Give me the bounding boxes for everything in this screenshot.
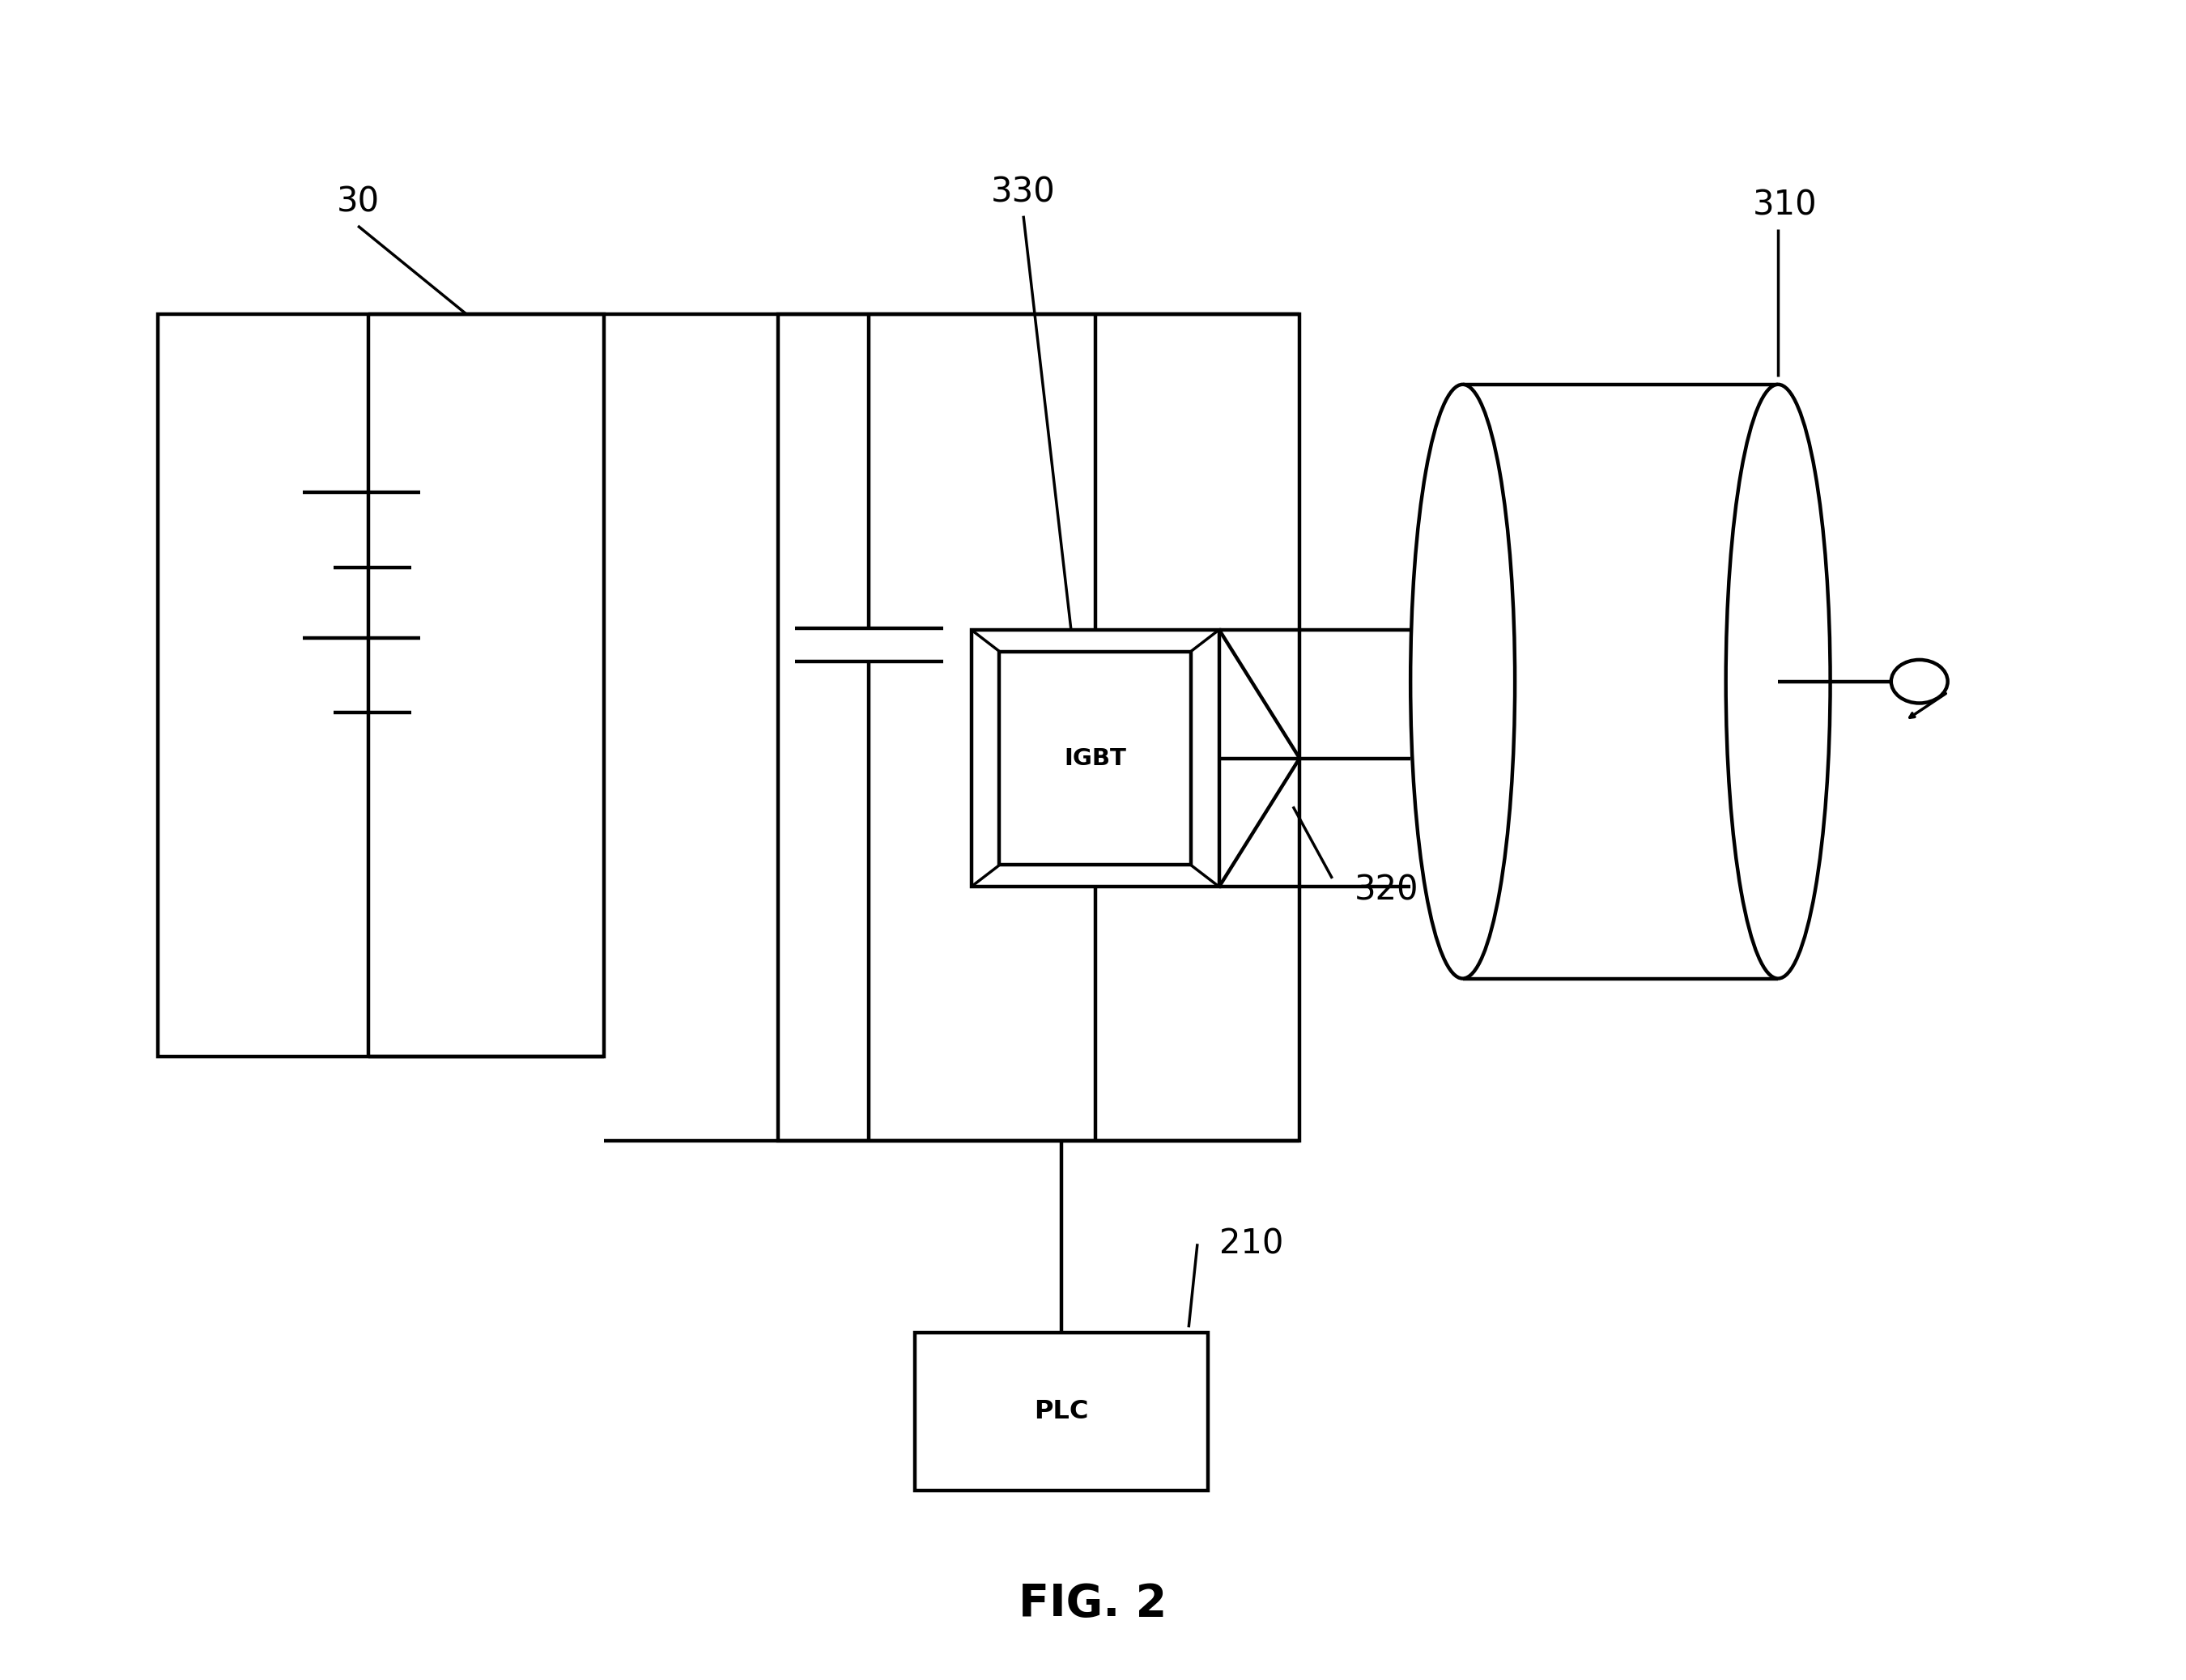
Text: 30: 30 (337, 185, 380, 218)
Text: 210: 210 (1220, 1226, 1283, 1262)
Ellipse shape (1727, 385, 1830, 978)
Ellipse shape (1410, 385, 1515, 978)
FancyBboxPatch shape (778, 314, 1301, 1141)
Text: PLC: PLC (1034, 1399, 1089, 1425)
Circle shape (1891, 660, 1948, 704)
FancyBboxPatch shape (914, 1332, 1209, 1490)
Text: 320: 320 (1353, 874, 1419, 907)
FancyBboxPatch shape (971, 630, 1220, 887)
FancyBboxPatch shape (999, 652, 1191, 865)
FancyBboxPatch shape (157, 314, 603, 1057)
Text: FIG. 2: FIG. 2 (1019, 1583, 1167, 1626)
Text: IGBT: IGBT (1065, 748, 1126, 769)
Text: 330: 330 (990, 175, 1056, 210)
Text: 310: 310 (1753, 188, 1817, 222)
